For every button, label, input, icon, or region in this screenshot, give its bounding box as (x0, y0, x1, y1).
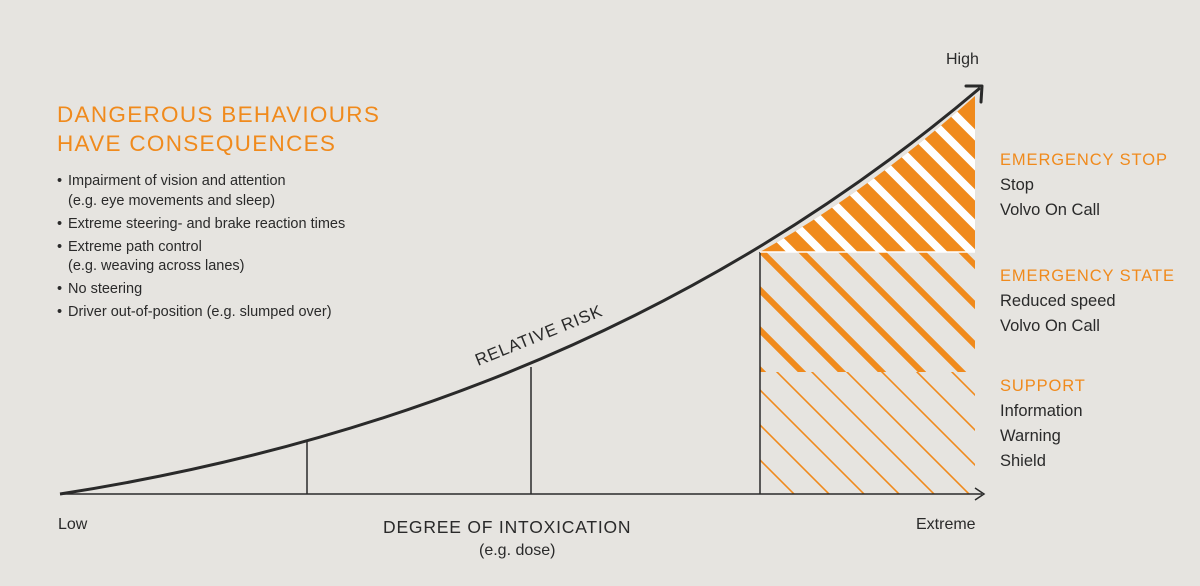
level-item: Reduced speed (1000, 292, 1116, 310)
x-axis-low-label: Low (58, 516, 88, 533)
support-zone (760, 372, 975, 494)
level-item: Shield (1000, 452, 1046, 470)
headline-line-1: DANGEROUS BEHAVIOURS (57, 102, 381, 127)
level-emergency-stop: EMERGENCY STOP Stop Volvo On Call (1000, 148, 1168, 223)
list-item-example: (e.g. weaving across lanes) (68, 258, 245, 274)
curve-arrowhead (964, 84, 984, 104)
y-axis-high-label: High (946, 51, 979, 68)
headline-line-2: HAVE CONSEQUENCES (57, 131, 337, 156)
list-item-text: No steering (68, 281, 143, 297)
list-item: Impairment of vision and attention (e.g.… (57, 172, 417, 211)
relative-risk-curve (59, 86, 981, 496)
level-emergency-state: EMERGENCY STATE Reduced speed Volvo On C… (1000, 264, 1175, 339)
list-item: Extreme steering- and brake reaction tim… (57, 215, 417, 235)
emergency-state-zone (760, 252, 975, 372)
list-item-example: (e.g. eye movements and sleep) (68, 192, 276, 209)
list-item-text: Extreme steering- and brake reaction tim… (68, 215, 346, 232)
list-item: Driver out-of-position (e.g. slumped ove… (57, 303, 417, 323)
level-item: Warning (1000, 427, 1061, 445)
list-item: Extreme path control (e.g. weaving acros… (57, 238, 417, 277)
x-axis-arrowhead (974, 487, 986, 501)
list-item-text: Driver out-of-position (e.g. slumped ove… (68, 304, 332, 320)
level-title: SUPPORT (1000, 377, 1086, 395)
level-item: Volvo On Call (1000, 201, 1100, 219)
behaviour-list: Impairment of vision and attention (e.g.… (57, 172, 417, 326)
list-item: No steering (57, 280, 417, 300)
level-item: Stop (1000, 176, 1034, 194)
level-support: SUPPORT Information Warning Shield (1000, 374, 1086, 474)
x-axis-title: DEGREE OF INTOXICATION (383, 517, 632, 537)
list-item-text: Extreme path control (68, 238, 202, 255)
x-axis-extreme-label: Extreme (916, 516, 976, 533)
level-item: Volvo On Call (1000, 317, 1100, 335)
list-item-text: Impairment of vision and attention (68, 173, 286, 189)
level-item: Information (1000, 402, 1083, 420)
x-axis-subtitle: (e.g. dose) (479, 542, 556, 559)
level-title: EMERGENCY STOP (1000, 151, 1168, 169)
level-title: EMERGENCY STATE (1000, 267, 1175, 285)
headline: DANGEROUS BEHAVIOURS HAVE CONSEQUENCES (57, 100, 380, 158)
